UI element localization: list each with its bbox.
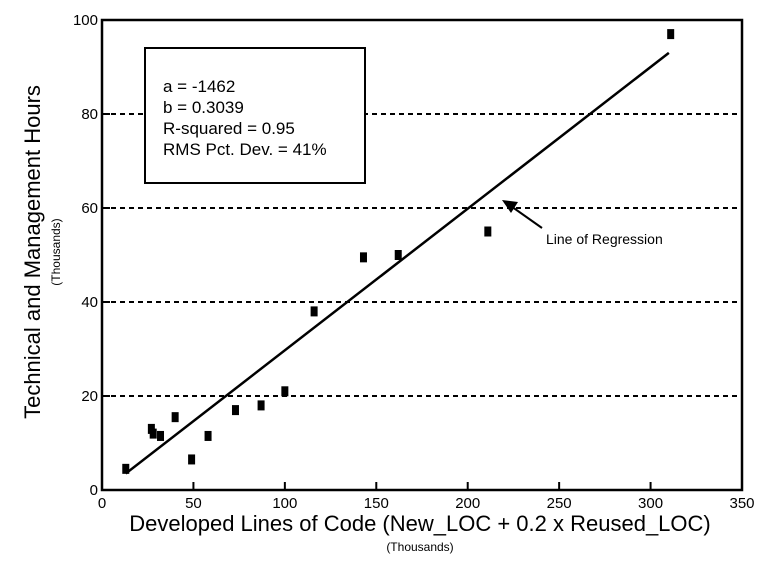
data-point xyxy=(171,412,179,423)
x-tick-label-0: 0 xyxy=(98,495,106,512)
y-tick-label-2: 40 xyxy=(81,294,98,311)
x-tick-label-1: 50 xyxy=(185,495,202,512)
grid-lines xyxy=(102,113,742,397)
stat-line-2: R-squared = 0.95 xyxy=(163,119,295,138)
y-tick-labels: 0 20 40 60 80 100 xyxy=(73,12,98,499)
x-tick-label-2: 100 xyxy=(272,495,297,512)
x-tick-label-3: 150 xyxy=(364,495,389,512)
y-tick-label-3: 60 xyxy=(81,200,98,217)
y-tick-label-0: 0 xyxy=(90,482,98,499)
data-point xyxy=(122,463,130,474)
regression-line xyxy=(125,51,670,475)
y-axis-units: (Thousands) xyxy=(49,218,63,285)
plot-frame xyxy=(100,18,744,492)
stat-line-0: a = -1462 xyxy=(163,77,235,96)
data-point xyxy=(149,428,157,439)
stats-box xyxy=(144,47,366,184)
data-point xyxy=(310,306,318,317)
data-points xyxy=(122,29,675,474)
stats-text: a = -1462 b = 0.3039 R-squared = 0.95 RMS P… xyxy=(163,77,327,159)
data-point xyxy=(484,226,492,237)
data-point xyxy=(231,405,239,416)
x-tick-label-6: 300 xyxy=(638,495,663,512)
data-point xyxy=(188,454,196,465)
data-point xyxy=(257,400,265,411)
y-tick-label-4: 80 xyxy=(81,106,98,123)
data-point xyxy=(394,250,402,260)
regression-annotation: Line of Regression xyxy=(502,200,663,247)
axis-ticks xyxy=(101,19,743,491)
data-point xyxy=(157,430,165,441)
y-axis-title: Technical and Management Hours xyxy=(20,85,45,419)
x-tick-label-5: 250 xyxy=(547,495,572,512)
stat-line-3: RMS Pct. Dev. = 41% xyxy=(163,140,327,159)
x-tick-label-7: 350 xyxy=(729,495,754,512)
annotation-label: Line of Regression xyxy=(546,231,663,247)
data-point xyxy=(204,430,212,441)
stat-line-1: b = 0.3039 xyxy=(163,98,244,117)
data-point xyxy=(359,252,367,263)
y-tick-label-5: 100 xyxy=(73,12,98,29)
x-tick-label-4: 200 xyxy=(455,495,480,512)
x-tick-labels: 0 50 100 150 200 250 300 350 xyxy=(98,495,755,512)
annotation-arrowhead xyxy=(502,200,518,213)
data-point xyxy=(281,386,289,397)
x-axis-title: Developed Lines of Code (New_LOC + 0.2 x… xyxy=(129,511,711,536)
y-tick-label-1: 20 xyxy=(81,388,98,405)
data-point xyxy=(667,29,675,40)
x-axis-units: (Thousands) xyxy=(386,540,453,554)
